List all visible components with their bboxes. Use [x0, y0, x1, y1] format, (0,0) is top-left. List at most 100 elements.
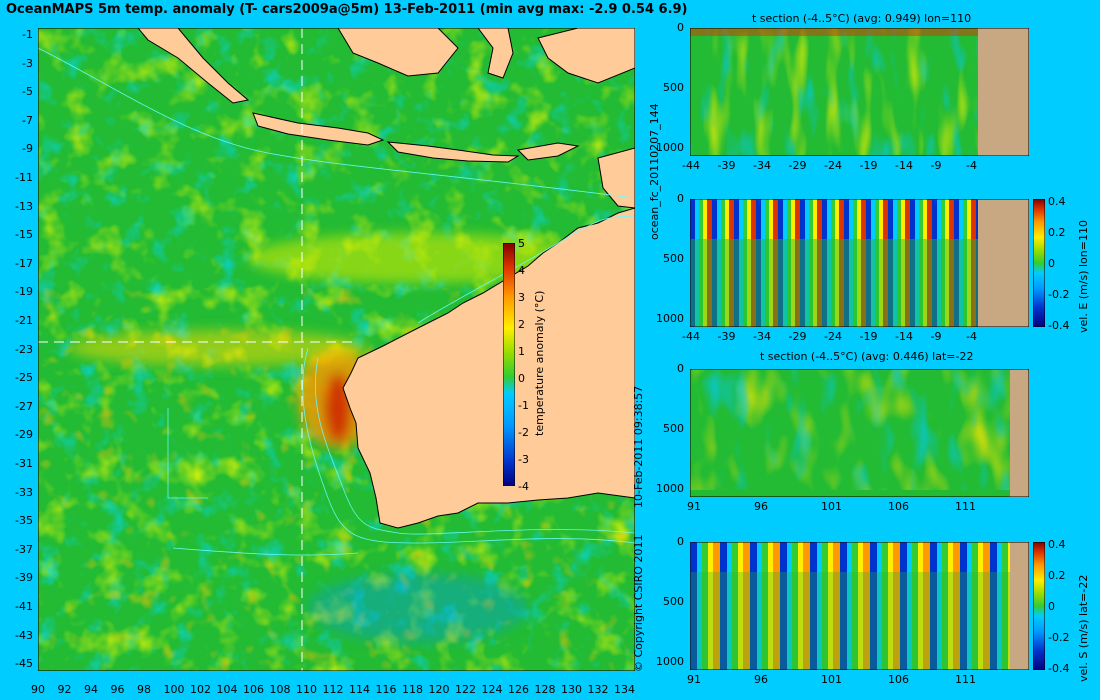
land-borneo — [337, 28, 459, 77]
lat-tick-label: -45 — [15, 657, 33, 671]
date-label: 10-Feb-2011 09:38:57 — [632, 385, 645, 508]
lon-tick-label: 122 — [455, 683, 476, 696]
colorbar-tick-label: 0 — [518, 372, 525, 385]
section-colorbar-tick: -0.2 — [1048, 288, 1070, 301]
section-colorbar-tick: -0.4 — [1048, 662, 1070, 675]
section-x-tick: 96 — [754, 500, 768, 513]
map-colorbar — [503, 243, 515, 486]
land-east-islands — [537, 28, 635, 84]
colorbar-tick-label: -2 — [518, 426, 529, 439]
lon-tick-label: 130 — [561, 683, 582, 696]
lat-tick-label: -11 — [15, 171, 33, 184]
section-x-tick: -19 — [859, 159, 878, 172]
contour-line — [38, 47, 635, 199]
section-x-tick: 106 — [888, 673, 909, 686]
section-depth-tick: 1000 — [656, 482, 684, 495]
cool-patch — [308, 573, 528, 643]
section-colorbar-tick: 0 — [1048, 600, 1055, 613]
lat-tick-label: -19 — [15, 285, 33, 299]
colorbar-tick-label: 2 — [518, 318, 525, 331]
section-colorbar-tick: 0.4 — [1048, 538, 1066, 551]
section-x-tick: 96 — [754, 673, 768, 686]
lat-tick-label: -27 — [15, 399, 33, 413]
section-x-tick: -19 — [859, 330, 878, 343]
section-x-tick: -14 — [895, 159, 913, 172]
land-timor — [516, 142, 580, 161]
section-depth-tick: 0 — [677, 362, 684, 375]
section3-plot[interactable] — [690, 369, 1029, 497]
lon-tick-label: 134 — [614, 683, 635, 696]
colorbar-tick-label: 1 — [518, 345, 525, 358]
section-colorbar-tick: -0.4 — [1048, 319, 1070, 332]
section-x-tick: -4 — [966, 159, 977, 172]
contour-line — [314, 357, 635, 535]
lat-tick-label: -43 — [15, 628, 33, 642]
section-depth-tick: 500 — [663, 422, 684, 435]
section2-colorbar-label: vel. E (m/s) lon=110 — [1077, 220, 1090, 333]
lat-tick-label: -9 — [22, 142, 33, 156]
lon-tick-label: 124 — [481, 683, 503, 696]
contour-line — [167, 408, 208, 499]
lat-tick-label: -1 — [22, 28, 33, 41]
copyright-label: © Copyright CSIRO 2011 — [632, 534, 645, 672]
section-x-tick: 101 — [821, 500, 842, 513]
section2-plot[interactable] — [690, 199, 1029, 327]
section-x-tick: -9 — [930, 330, 942, 343]
lat-tick-label: -29 — [15, 428, 33, 442]
anomaly-map[interactable] — [38, 28, 635, 671]
lon-tick-label: 112 — [322, 683, 344, 696]
section-x-tick: 101 — [821, 673, 842, 686]
section-depth-tick: 0 — [677, 21, 684, 34]
contour-line — [302, 347, 635, 544]
section4-colorbar-label: vel. S (m/s) lat=-22 — [1077, 574, 1090, 682]
section-depth-tick: 1000 — [656, 312, 684, 325]
colorbar-tick-label: 5 — [518, 237, 525, 250]
land-java — [252, 112, 385, 146]
lon-tick-label: 120 — [428, 683, 450, 696]
section-x-tick: -34 — [753, 159, 771, 172]
contour-line — [417, 215, 635, 324]
lat-tick-label: -33 — [15, 485, 33, 499]
lon-tick-label: 126 — [508, 683, 529, 696]
section-x-tick: -39 — [717, 330, 736, 343]
section-depth-tick: 500 — [663, 81, 684, 94]
section-depth-tick: 1000 — [656, 655, 684, 668]
colorbar-tick-label: -4 — [518, 480, 529, 493]
section-colorbar-tick: -0.2 — [1048, 631, 1070, 644]
lon-tick-label: 104 — [216, 683, 238, 696]
colorbar-tick-label: -1 — [518, 399, 529, 412]
land-australia — [342, 207, 635, 529]
section-depth-tick: 0 — [677, 192, 684, 205]
map-colorbar-label: temperature anomaly (°C) — [533, 290, 546, 436]
section1-plot[interactable] — [690, 28, 1029, 156]
lon-tick-label: 102 — [190, 683, 211, 696]
section4-plot[interactable] — [690, 542, 1029, 670]
colorbar-tick-label: -3 — [518, 453, 529, 466]
section-depth-tick: 500 — [663, 252, 684, 265]
page-title: OceanMAPS 5m temp. anomaly (T- cars2009a… — [6, 2, 688, 17]
lat-tick-label: -17 — [15, 256, 33, 270]
lon-tick-label: 100 — [163, 683, 185, 696]
section2-colorbar — [1033, 199, 1045, 327]
lon-tick-label: 96 — [110, 683, 125, 696]
section-x-tick: 111 — [955, 500, 976, 513]
lat-tick-label: -3 — [22, 56, 33, 70]
lon-tick-label: 114 — [349, 683, 370, 696]
lat-tick-label: -37 — [15, 542, 33, 556]
land-sumatra — [137, 28, 250, 104]
lon-tick-label: 132 — [587, 683, 609, 696]
section1-title: t section (-4..5°C) (avg: 0.949) lon=110 — [752, 12, 972, 25]
lat-tick-label: -5 — [22, 85, 33, 99]
lat-tick-label: -15 — [15, 228, 33, 242]
lat-tick-label: -23 — [15, 342, 33, 356]
section-colorbar-tick: 0.4 — [1048, 195, 1066, 208]
lon-tick-label: 110 — [296, 683, 317, 696]
section3-title: t section (-4..5°C) (avg: 0.446) lat=-22 — [760, 350, 974, 363]
lon-tick-label: 116 — [375, 683, 397, 696]
lat-tick-label: -7 — [22, 113, 33, 127]
lon-tick-label: 128 — [534, 683, 556, 696]
section-x-tick: -24 — [824, 159, 842, 172]
section-colorbar-tick: 0.2 — [1048, 226, 1066, 239]
section4-colorbar — [1033, 542, 1045, 670]
section-colorbar-tick: 0 — [1048, 257, 1055, 270]
